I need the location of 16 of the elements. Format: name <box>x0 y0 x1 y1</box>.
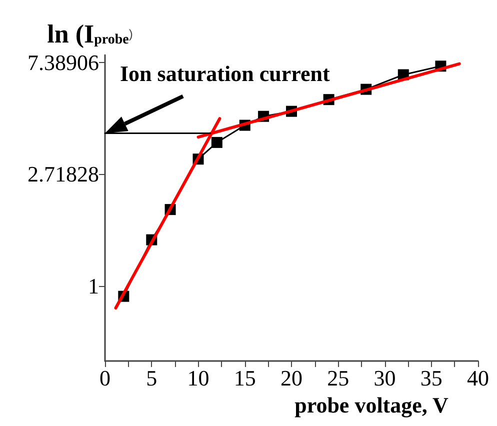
y-tick-label: 1 <box>88 273 99 298</box>
x-tick-label: 5 <box>146 366 158 390</box>
y-tick-label: 2.71828 <box>28 162 99 187</box>
x-axis-title: probe voltage, V <box>294 392 449 418</box>
x-tick-label: 35 <box>420 366 442 390</box>
x-tick-label: 0 <box>100 366 110 390</box>
x-tick-label: 10 <box>187 366 210 390</box>
y-tick-label: 7.38906 <box>28 50 99 75</box>
x-tick-label: 25 <box>327 366 350 390</box>
x-tick-label: 15 <box>234 366 256 390</box>
annotation: Ion saturation current <box>120 60 330 86</box>
x-tick-label: 20 <box>280 366 302 390</box>
y-axis-title: ln (Iprobe) <box>47 20 133 48</box>
x-tick-label: 40 <box>467 366 489 390</box>
point <box>211 136 222 148</box>
x-tick-label: 30 <box>374 366 396 390</box>
